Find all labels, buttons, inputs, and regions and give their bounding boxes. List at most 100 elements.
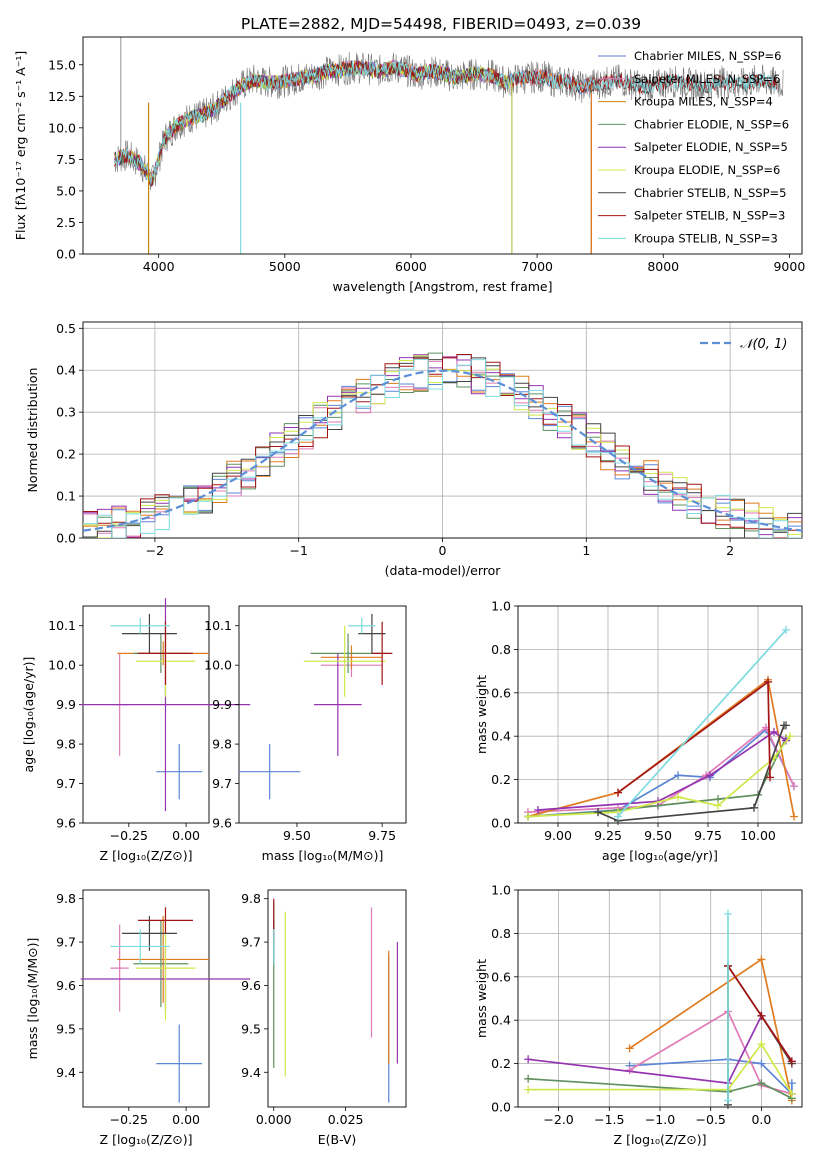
series-marker (625, 1066, 634, 1075)
weight_vs_Z-axes: −2.0 −1.5 −1.0 −0.5 0.0 0.0 0.2 0.4 0.6 0.8 1.0 Z [… (474, 883, 803, 1147)
y-tick-label: 0.4 (491, 729, 511, 744)
series-marker (524, 1074, 533, 1083)
x-tick-label: 0.025 (328, 1112, 364, 1127)
x-tick-label: 9.00 (544, 828, 572, 843)
series-marker (614, 812, 622, 821)
weight_vs_age-axes: 9.00 9.25 9.50 9.75 10.00 0.0 0.2 0.4 0.6 0.8 1.0 a… (474, 599, 803, 863)
series-marker (790, 782, 798, 791)
age_vs_Z-axes: −0.25 0.00 9.6 9.7 9.8 9.9 10.0 10.1 Z [log₁₀(Z/… (21, 605, 210, 863)
weight_vs_age-series (524, 625, 798, 825)
legend-label: Chabrier STELIB, N_SSP=5 (634, 186, 786, 200)
series-marker (706, 771, 714, 780)
x-tick-label: 9.50 (644, 828, 672, 843)
y-tick-label: 9.6 (241, 978, 261, 993)
x-axis-label: E(B-V) (318, 1132, 357, 1147)
weight_vs_Z-series (524, 909, 796, 1109)
series-line (528, 1042, 793, 1095)
x-tick-label: 10.00 (740, 828, 776, 843)
legend-label: Chabrier ELODIE, N_SSP=6 (634, 117, 789, 131)
y-tick-label: 9.4 (241, 1065, 261, 1080)
mass_vs_ebv-frame (267, 889, 407, 1108)
y-tick-label: 9.5 (56, 1021, 76, 1036)
series-marker (625, 1044, 634, 1053)
y-tick-label: 0.4 (491, 1013, 511, 1028)
y-tick-label: 9.8 (241, 891, 261, 906)
series-marker (787, 1057, 796, 1066)
x-tick-label: 0.0 (751, 1112, 771, 1127)
series-marker (594, 808, 602, 817)
legend-label: 𝒩(0, 1) (740, 337, 787, 352)
legend-label: Kroupa ELODIE, N_SSP=6 (634, 163, 780, 177)
series-marker (524, 1085, 533, 1094)
x-tick-label: 0.00 (172, 1112, 200, 1127)
series-marker (757, 955, 766, 964)
x-tick-label: 9000 (773, 259, 805, 274)
y-tick-label: 9.5 (241, 1021, 261, 1036)
y-tick-label: 9.9 (212, 697, 232, 712)
y-tick-label: 0.8 (491, 926, 511, 941)
series-line (617, 629, 787, 818)
y-tick-label: 5.0 (56, 183, 76, 198)
legend-label: Salpeter STELIB, N_SSP=3 (634, 209, 785, 223)
x-tick-label: 4000 (143, 259, 175, 274)
hist-legend: 𝒩(0, 1) (700, 337, 787, 352)
hist-plot (83, 352, 802, 538)
legend-label: Kroupa MILES, N_SSP=4 (634, 95, 773, 109)
series-marker (786, 732, 794, 741)
y-tick-label: 0.0 (491, 1100, 511, 1115)
series-marker (524, 1055, 533, 1064)
y-tick-label: 10.1 (204, 618, 232, 633)
model-spectrum-line (114, 60, 777, 186)
x-axis-label: Z [log₁₀(Z/Z⊙)] (100, 848, 193, 863)
age_vs_mass-frame (238, 605, 407, 824)
series-marker (782, 721, 790, 730)
x-tick-label: −2 (146, 543, 164, 558)
model-spectrum-line (114, 60, 512, 185)
y-axis-label: age [log₁₀(age/yr)] (21, 657, 36, 773)
y-tick-label: 0.2 (491, 772, 511, 787)
spectrum-plot (114, 37, 784, 254)
x-tick-label: 0.000 (256, 1112, 292, 1127)
y-tick-label: 2.5 (56, 215, 76, 230)
series-marker (787, 1079, 796, 1088)
x-tick-label: −1.0 (645, 1112, 675, 1127)
x-tick-label: −0.5 (696, 1112, 726, 1127)
series-marker (764, 677, 772, 686)
series-marker (782, 625, 790, 634)
y-tick-label: 0.1 (56, 489, 76, 504)
x-tick-label: 9.25 (594, 828, 622, 843)
series-marker (714, 801, 722, 810)
age_vs_mass-axes: 9.50 9.75 9.6 9.7 9.8 9.9 10.0 10.1 mass [log₁₀(… (204, 605, 407, 863)
y-tick-label: 0.0 (56, 247, 76, 262)
mass_vs_Z-points (80, 907, 251, 1103)
series-marker (524, 812, 532, 821)
series-marker (790, 812, 798, 821)
y-tick-label: 9.6 (56, 816, 76, 831)
x-tick-label: 9.50 (283, 828, 311, 843)
series-marker (766, 773, 774, 782)
y-tick-label: 9.7 (56, 935, 76, 950)
x-tick-label: 0 (439, 543, 447, 558)
y-tick-label: 10.0 (204, 658, 232, 673)
x-tick-label: −2.0 (543, 1112, 573, 1127)
y-tick-label: 7.5 (56, 152, 76, 167)
histogram-step (83, 356, 802, 538)
y-axis-label: mass [log₁₀(M/M⊙)] (25, 938, 40, 1060)
x-tick-label: 8000 (647, 259, 679, 274)
y-tick-label: 9.7 (212, 776, 232, 791)
x-tick-label: 2 (726, 543, 734, 558)
y-tick-label: 0.3 (56, 405, 76, 420)
x-tick-label: 1 (582, 543, 590, 558)
x-axis-label: age [log₁₀(age/yr)] (602, 848, 718, 863)
y-tick-label: 1.0 (491, 883, 511, 898)
x-axis-label: wavelength [Angstrom, rest frame] (332, 279, 552, 294)
series-line (527, 726, 795, 813)
age_vs_mass-points (239, 613, 393, 800)
x-axis-label: Z [log₁₀(Z/Z⊙)] (614, 1132, 707, 1147)
x-tick-label: 5000 (269, 259, 301, 274)
y-tick-label: 9.9 (56, 697, 76, 712)
y-tick-label: 0.0 (491, 816, 511, 831)
legend-label: Kroupa STELIB, N_SSP=3 (634, 231, 778, 245)
residual_hist-axes: −2 −1 0 1 2 0.0 0.1 0.2 0.3 0.4 0.5 (data-model)/er… (25, 321, 803, 578)
